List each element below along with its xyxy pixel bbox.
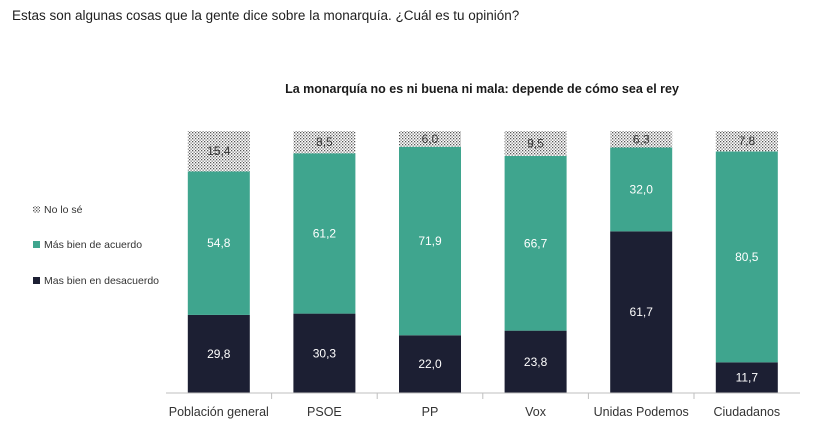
x-label-vox: Vox: [525, 405, 547, 419]
bar-ciudadanos-mas-bien-de-acuerdo: [715, 151, 778, 363]
bar-poblacion-general-mas-bien-de-acuerdo: [187, 171, 250, 315]
bar-unidas-podemos-mas-bien-de-acuerdo: [610, 147, 673, 232]
chart-title: La monarquía no es ni buena ni mala: dep…: [285, 82, 679, 96]
bar-pp-mas-bien-de-acuerdo: [399, 146, 461, 336]
data-label-pp-no-lo-se: 6,0: [422, 132, 439, 146]
data-label-poblacion-general-no-lo-se: 15,4: [207, 144, 231, 158]
x-label-psoe: PSOE: [307, 405, 342, 419]
x-axis-labels: Población general PSOE PP Vox Unidas Podemos…: [169, 393, 780, 419]
data-label-pp-mas-bien-de-acuerdo: 71,9: [418, 234, 442, 248]
x-label-unidas-podemos: Unidas Podemos: [594, 405, 689, 419]
bar-psoe-mas-bien-en-desacuerdo: [293, 313, 356, 393]
bar-vox-no-lo-se: [504, 131, 567, 156]
bar-unidas-podemos-no-lo-se: [610, 131, 673, 148]
legend-label-no-lo-se: No lo sé: [44, 204, 83, 216]
bar-unidas-podemos-mas-bien-en-desacuerdo: [610, 231, 673, 393]
data-label-unidas-podemos-mas-bien-de-acuerdo: 32,0: [630, 182, 654, 196]
data-label-poblacion-general-mas-bien-en-desacuerdo: 29,8: [207, 347, 231, 361]
bar-vox-mas-bien-en-desacuerdo: [504, 330, 567, 393]
legend-label-mas-bien-de-acuerdo: Más bien de acuerdo: [44, 239, 142, 251]
bar-ciudadanos-no-lo-se: [715, 131, 778, 152]
bar-psoe-mas-bien-de-acuerdo: [293, 153, 356, 314]
bar-ciudadanos-mas-bien-en-desacuerdo: [715, 362, 778, 393]
data-label-ciudadanos-mas-bien-en-desacuerdo: 11,7: [736, 371, 759, 385]
data-label-ciudadanos-no-lo-se: 7,8: [738, 134, 755, 148]
question-text: Estas son algunas cosas que la gente dic…: [12, 8, 520, 23]
data-label-poblacion-general-mas-bien-de-acuerdo: 54,8: [207, 236, 231, 250]
data-label-psoe-mas-bien-de-acuerdo: 61,2: [313, 226, 337, 240]
bars-group: 29,8 54,8 15,4 30,3 61,2 8,5 22,0 71,9 6,0 23,8 66…: [187, 131, 778, 393]
bar-pp-mas-bien-en-desacuerdo: [399, 335, 461, 393]
data-label-psoe-no-lo-se: 8,5: [316, 135, 333, 149]
data-label-vox-no-lo-se: 9,5: [527, 136, 544, 150]
data-label-vox-mas-bien-en-desacuerdo: 23,8: [524, 355, 548, 369]
data-label-unidas-podemos-no-lo-se: 6,3: [633, 132, 650, 146]
data-label-pp-mas-bien-en-desacuerdo: 22,0: [418, 357, 442, 371]
x-label-pp: PP: [422, 405, 439, 419]
bar-poblacion-general-no-lo-se: [187, 131, 250, 172]
legend-label-mas-bien-en-desacuerdo: Mas bien en desacuerdo: [44, 275, 159, 287]
x-label-ciudadanos: Ciudadanos: [713, 405, 780, 419]
legend-swatch-mas-bien-en-desacuerdo: [33, 277, 40, 284]
bar-psoe-no-lo-se: [293, 131, 356, 154]
legend: No lo sé Más bien de acuerdo Mas bien en d…: [33, 204, 159, 287]
data-label-psoe-mas-bien-en-desacuerdo: 30,3: [313, 346, 337, 360]
legend-swatch-mas-bien-de-acuerdo: [33, 241, 40, 248]
data-label-vox-mas-bien-de-acuerdo: 66,7: [524, 236, 548, 250]
bar-pp-no-lo-se: [399, 131, 461, 147]
data-label-ciudadanos-mas-bien-de-acuerdo: 80,5: [735, 250, 759, 264]
x-label-poblacion-general: Población general: [169, 405, 269, 419]
bar-vox-mas-bien-de-acuerdo: [504, 155, 567, 331]
data-label-unidas-podemos-mas-bien-en-desacuerdo: 61,7: [630, 305, 654, 319]
legend-swatch-no-lo-se: [33, 206, 40, 213]
bar-poblacion-general-mas-bien-en-desacuerdo: [187, 314, 250, 393]
